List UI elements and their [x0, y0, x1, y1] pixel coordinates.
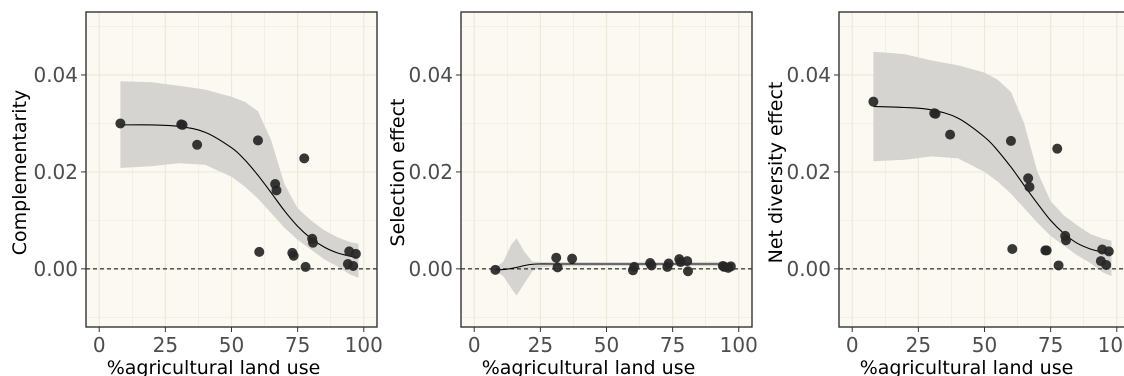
- panel-3-plot-area: [839, 12, 1124, 327]
- panel-2-data-point: [646, 260, 657, 271]
- panel-1-y-axis-title: Complementarity: [9, 90, 31, 256]
- panel-3-x-tick-label: 75: [1038, 333, 1063, 357]
- panel-2-x-tick-label: 25: [528, 333, 553, 357]
- panel-2-y-axis-title: Selection effect: [387, 99, 409, 247]
- panel-1-data-point: [350, 248, 361, 259]
- panel-3-data-point: [945, 129, 956, 140]
- panel-1-y-tick-label: 0.02: [33, 160, 78, 184]
- panel-1-x-tick-label: 100: [345, 333, 383, 357]
- panel-1-x-tick-label: 25: [153, 333, 178, 357]
- panel-1-data-point: [271, 185, 282, 196]
- panel-2-data-point: [567, 253, 578, 264]
- panel-3-data-point: [1103, 246, 1114, 257]
- panel-2: 0 25 50 75 100 0.00 0.02 0.04 %agricultural land…: [387, 11, 758, 376]
- panel-2-x-tick-label: 50: [594, 333, 619, 357]
- panel-3-data-point: [1041, 245, 1052, 256]
- panel-3-x-axis-title: %agricultural land use: [860, 357, 1074, 376]
- panel-3-data-point: [930, 108, 941, 119]
- panel-3-x-tick-label: 50: [972, 333, 997, 357]
- panel-3: 0 25 50 75 100 0.00 0.02 0.04 %agricultural land…: [765, 11, 1124, 376]
- panel-1-data-point: [252, 135, 263, 146]
- panel-3-data-point: [868, 96, 879, 107]
- panel-3-y-axis-title: Net diversity effect: [765, 82, 787, 264]
- panel-3-data-point: [1007, 243, 1018, 254]
- panel-2-data-point: [663, 258, 674, 269]
- panel-1-data-point: [288, 250, 299, 261]
- panel-2-data-point: [682, 266, 693, 277]
- panel-1-confidence-ribbon: [120, 81, 359, 278]
- panel-1-data-point: [177, 119, 188, 130]
- panel-2-data-point: [490, 264, 501, 275]
- panel-1-data-point: [299, 153, 310, 164]
- panel-1-x-axis-title: %agricultural land use: [107, 357, 321, 376]
- panel-1-y-tick-label: 0.04: [33, 63, 78, 87]
- panel-3-data-point: [1101, 259, 1112, 270]
- panel-3-y-tick-label: 0.02: [786, 160, 831, 184]
- panel-3-data-point: [1052, 143, 1063, 154]
- panel-2-y-tick-label: 0.00: [408, 257, 453, 281]
- panel-2-data-point: [629, 261, 640, 272]
- panel-2-data-point: [682, 256, 693, 267]
- panel-1-data-point: [115, 118, 126, 129]
- panel-2-confidence-ribbon: [495, 238, 734, 296]
- panel-2-x-tick-label: 75: [660, 333, 685, 357]
- panel-2-data-point: [725, 261, 736, 272]
- panel-3-data-point: [1024, 181, 1035, 192]
- panel-2-y-tick-label: 0.04: [408, 63, 453, 87]
- panel-3-data-point: [1023, 173, 1034, 184]
- panel-2-data-point: [551, 252, 562, 263]
- panel-1-data-point: [254, 246, 265, 257]
- panel-1-y-tick-label: 0.00: [33, 257, 78, 281]
- panel-3-x-tick-label: 100: [1098, 333, 1124, 357]
- panel-1-data-point: [307, 237, 318, 248]
- panel-1-data-point: [192, 139, 203, 150]
- panel-3-x-tick-label: 0: [846, 333, 859, 357]
- panel-2-x-tick-label: 0: [468, 333, 481, 357]
- panel-2-y-tick-label: 0.02: [408, 160, 453, 184]
- panel-2-plot-area: [461, 12, 752, 327]
- panel-3-y-tick-label: 0.00: [786, 257, 831, 281]
- panel-2-x-tick-label: 100: [720, 333, 758, 357]
- panel-1: 0 25 50 75 100 0.00 0.02 0.04 %agricultural land…: [9, 11, 383, 376]
- panel-1-x-tick-label: 50: [219, 333, 244, 357]
- panel-2-data-point: [552, 262, 563, 273]
- panel-1-data-point: [300, 261, 311, 272]
- panel-1-x-tick-label: 0: [93, 333, 106, 357]
- panel-3-data-point: [1005, 135, 1016, 146]
- panel-1-x-tick-label: 75: [285, 333, 310, 357]
- panel-3-data-point: [1060, 235, 1071, 246]
- panel-3-x-tick-label: 25: [906, 333, 931, 357]
- panel-1-plot-area: [86, 12, 377, 327]
- panel-3-y-tick-label: 0.04: [786, 63, 831, 87]
- panel-3-confidence-ribbon: [873, 51, 1112, 277]
- panel-1-data-point: [348, 260, 359, 271]
- panel-2-x-axis-title: %agricultural land use: [482, 357, 696, 376]
- panel-3-data-point: [1053, 260, 1064, 271]
